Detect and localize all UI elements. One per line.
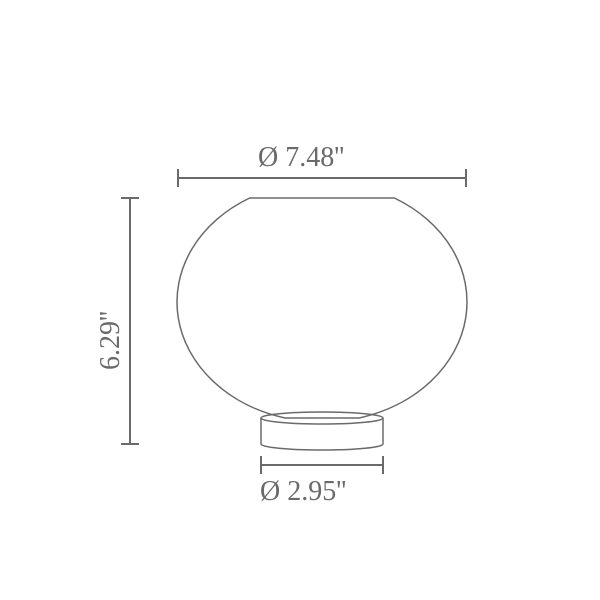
- dimension-width-top: Ø 7.48'': [178, 142, 466, 187]
- height-left-label: 6.29'': [95, 311, 126, 370]
- dimension-diagram: Ø 7.48'' Ø 2.95'' 6.29'': [0, 0, 600, 600]
- dimension-height-left: 6.29'': [95, 198, 139, 444]
- globe-outline: [177, 198, 467, 418]
- width-top-label: Ø 7.48'': [258, 142, 344, 173]
- dimension-base-bottom: Ø 2.95'': [260, 456, 383, 507]
- base-bottom-label: Ø 2.95'': [260, 476, 346, 507]
